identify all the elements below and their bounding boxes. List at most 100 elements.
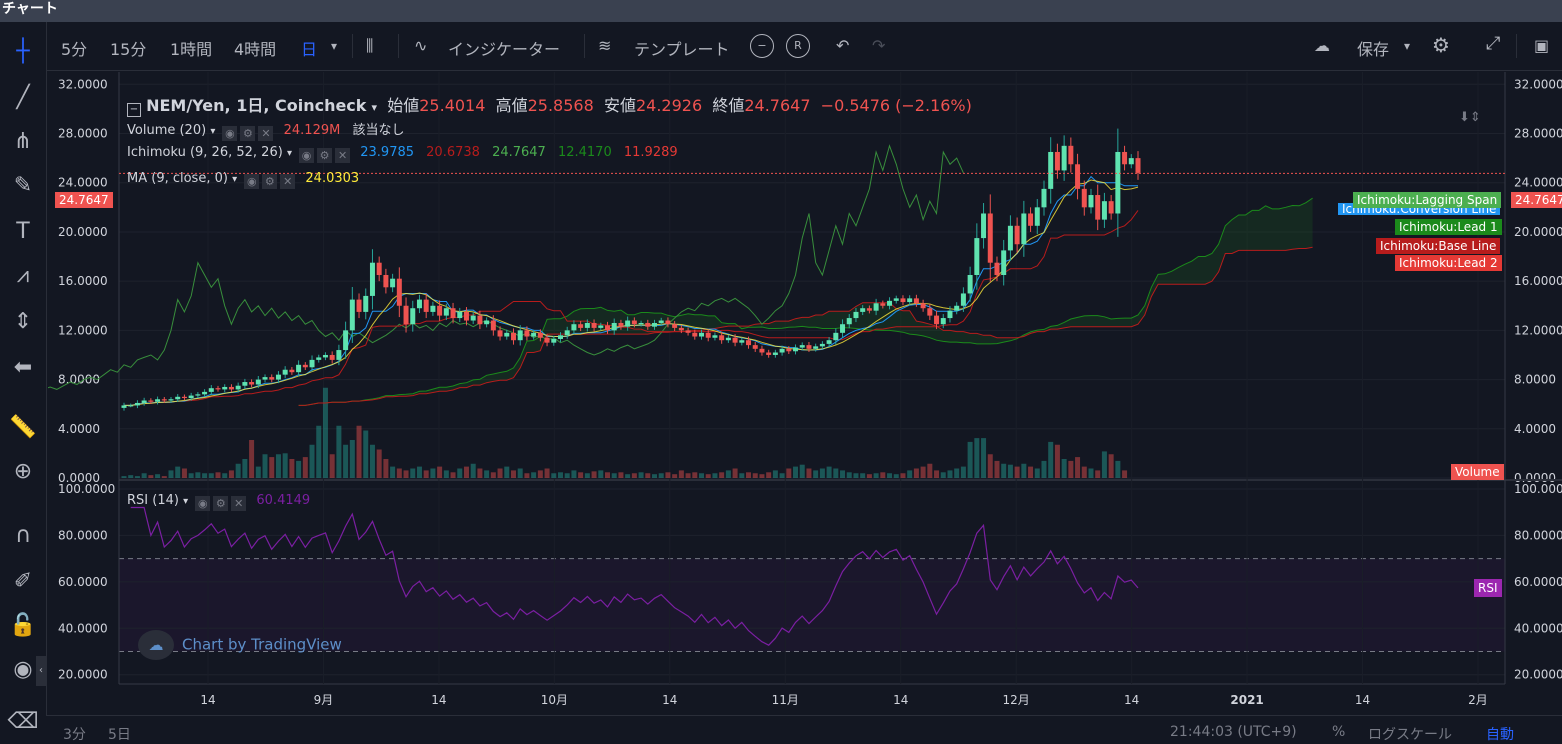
candle-body bbox=[799, 345, 805, 348]
price-chart[interactable]: 32.0000 32.0000 28.0000 28.0000 24.0000 24.00… bbox=[48, 72, 1562, 715]
range-5d[interactable]: 5日 bbox=[108, 727, 131, 743]
ma-value: 24.0303 bbox=[305, 171, 360, 186]
visibility-icon[interactable]: ◉ bbox=[195, 496, 211, 511]
template-button[interactable]: テンプレート bbox=[634, 40, 730, 59]
range-3m[interactable]: 3分 bbox=[63, 727, 86, 743]
auto-scale-toggle[interactable]: 自動 bbox=[1486, 727, 1514, 743]
brush-icon[interactable]: ✎ bbox=[13, 173, 33, 198]
trash-icon[interactable]: ⌫ bbox=[7, 709, 39, 734]
rsi-axis-tick: 40.0000 bbox=[1514, 621, 1562, 635]
candle-body bbox=[222, 386, 228, 390]
text-icon[interactable]: T bbox=[16, 219, 30, 244]
fullscreen-icon[interactable]: ⤢ bbox=[1486, 33, 1501, 54]
volume-bar bbox=[907, 470, 913, 478]
volume-bar bbox=[725, 470, 731, 478]
ichimoku-dropdown-icon[interactable]: ▾ bbox=[286, 148, 292, 159]
zoom-icon[interactable]: ⊕ bbox=[13, 459, 33, 484]
redo-icon[interactable]: ↷ bbox=[872, 36, 886, 55]
log-scale-toggle[interactable]: ログスケール bbox=[1368, 727, 1452, 743]
remove-icon[interactable]: ✕ bbox=[231, 496, 247, 511]
visibility-icon[interactable]: ◉ bbox=[222, 126, 238, 141]
gear-icon[interactable]: ⚙ bbox=[1432, 33, 1450, 57]
indicators-icon[interactable]: ∿ bbox=[414, 36, 428, 55]
candle-body bbox=[1135, 158, 1141, 173]
interval-4h[interactable]: 4時間 bbox=[234, 40, 277, 59]
rsi-title[interactable]: RSI (14) bbox=[127, 493, 179, 508]
volume-bar bbox=[269, 457, 275, 478]
volume-bar bbox=[658, 473, 664, 478]
ichimoku-legend[interactable]: Ichimoku (9, 26, 52, 26) ▾ ◉ ⚙ ✕ 23.9785 2… bbox=[127, 145, 678, 163]
time-axis-tick: 14 bbox=[1124, 693, 1139, 707]
lock-icon[interactable]: 🔓 bbox=[9, 613, 37, 638]
eye-icon[interactable]: ◉ bbox=[13, 657, 33, 682]
volume-value: 24.129M bbox=[283, 123, 341, 138]
candle-body bbox=[202, 391, 208, 395]
candle-body bbox=[1007, 225, 1013, 251]
cloud-icon[interactable]: ☁ bbox=[1314, 36, 1330, 55]
rsi-axis-tick-left: 40.0000 bbox=[58, 621, 108, 635]
indicators-button[interactable]: インジケーター bbox=[448, 40, 561, 59]
rsi-legend[interactable]: RSI (14) ▾ ◉ ⚙ ✕ 60.4149 bbox=[127, 493, 310, 511]
save-dropdown-icon[interactable]: ▾ bbox=[1404, 39, 1411, 53]
price-axis-tick: 32.0000 bbox=[1514, 77, 1562, 91]
crosshair-icon[interactable]: ┼ bbox=[16, 39, 30, 64]
trendline-icon[interactable]: ╱ bbox=[16, 85, 30, 110]
candle-body bbox=[309, 359, 315, 368]
candle-body bbox=[121, 405, 127, 408]
candle-body bbox=[141, 400, 147, 403]
percent-toggle[interactable]: % bbox=[1332, 724, 1346, 740]
volume-title[interactable]: Volume (20) bbox=[127, 123, 207, 138]
symbol-dropdown-icon[interactable]: ▾ bbox=[371, 101, 378, 114]
collapse-icon[interactable]: − bbox=[127, 103, 141, 117]
ma-title[interactable]: MA (9, close, 0) bbox=[127, 171, 228, 186]
r-circle-icon[interactable]: R bbox=[786, 34, 810, 58]
volume-bar bbox=[571, 470, 577, 478]
collapse-toolbar-icon[interactable]: ‹ bbox=[36, 656, 46, 686]
symbol-title[interactable]: NEM/Yen, 1日, Coincheck bbox=[146, 96, 367, 115]
candle-body bbox=[490, 320, 496, 331]
ichimoku-lead2-line bbox=[298, 246, 1313, 406]
pattern-icon[interactable]: ⩘ bbox=[16, 263, 30, 288]
ichimoku-title[interactable]: Ichimoku (9, 26, 52, 26) bbox=[127, 145, 283, 160]
volume-bar bbox=[161, 476, 167, 478]
interval-1h[interactable]: 1時間 bbox=[170, 40, 213, 59]
candle-style-icon[interactable]: ⫼ bbox=[366, 36, 374, 55]
ma-legend[interactable]: MA (9, close, 0) ▾ ◉ ⚙ ✕ 24.0303 bbox=[127, 171, 359, 189]
volume-bar bbox=[1014, 466, 1020, 478]
visibility-icon[interactable]: ◉ bbox=[299, 148, 315, 163]
remove-icon[interactable]: ✕ bbox=[280, 174, 296, 189]
pane-arrows-icon[interactable]: ⬇⇕ bbox=[1459, 110, 1481, 125]
interval-1d[interactable]: 日 bbox=[301, 40, 318, 59]
undo-icon[interactable]: ↶ bbox=[836, 36, 850, 55]
minus-circle-icon[interactable]: − bbox=[750, 34, 774, 58]
settings-icon[interactable]: ⚙ bbox=[213, 496, 229, 511]
volume-dropdown-icon[interactable]: ▾ bbox=[210, 126, 216, 137]
magnet-icon[interactable]: ∩ bbox=[14, 523, 32, 548]
volume-legend[interactable]: Volume (20) ▾ ◉ ⚙ ✕ 24.129M 該当なし bbox=[127, 119, 405, 141]
volume-bar bbox=[578, 472, 584, 478]
measure-icon[interactable]: ⇕ bbox=[13, 309, 33, 334]
tradingview-watermark[interactable]: ☁ Chart by TradingView bbox=[138, 630, 342, 660]
volume-bar bbox=[746, 472, 752, 478]
settings-icon[interactable]: ⚙ bbox=[262, 174, 278, 189]
interval-15m[interactable]: 15分 bbox=[110, 40, 147, 59]
pitchfork-icon[interactable]: ⋔ bbox=[13, 129, 33, 154]
rsi-dropdown-icon[interactable]: ▾ bbox=[183, 496, 189, 507]
volume-bar bbox=[155, 474, 161, 478]
ma-dropdown-icon[interactable]: ▾ bbox=[232, 174, 238, 185]
settings-icon[interactable]: ⚙ bbox=[317, 148, 333, 163]
back-arrow-icon[interactable]: ⬅ bbox=[13, 355, 33, 380]
watermark-text[interactable]: Chart by TradingView bbox=[182, 635, 342, 654]
interval-dropdown-icon[interactable]: ▾ bbox=[331, 39, 338, 53]
camera-icon[interactable]: ▣ bbox=[1534, 36, 1550, 55]
lock-drawing-icon[interactable]: ✐ bbox=[13, 569, 33, 594]
ruler-icon[interactable]: 📏 bbox=[9, 415, 37, 440]
remove-icon[interactable]: ✕ bbox=[335, 148, 351, 163]
remove-icon[interactable]: ✕ bbox=[258, 126, 274, 141]
settings-icon[interactable]: ⚙ bbox=[240, 126, 256, 141]
interval-5m[interactable]: 5分 bbox=[61, 40, 88, 59]
volume-bar bbox=[437, 466, 443, 478]
template-icon[interactable]: ≋ bbox=[598, 36, 612, 55]
visibility-icon[interactable]: ◉ bbox=[244, 174, 260, 189]
save-button[interactable]: 保存 bbox=[1357, 40, 1390, 59]
